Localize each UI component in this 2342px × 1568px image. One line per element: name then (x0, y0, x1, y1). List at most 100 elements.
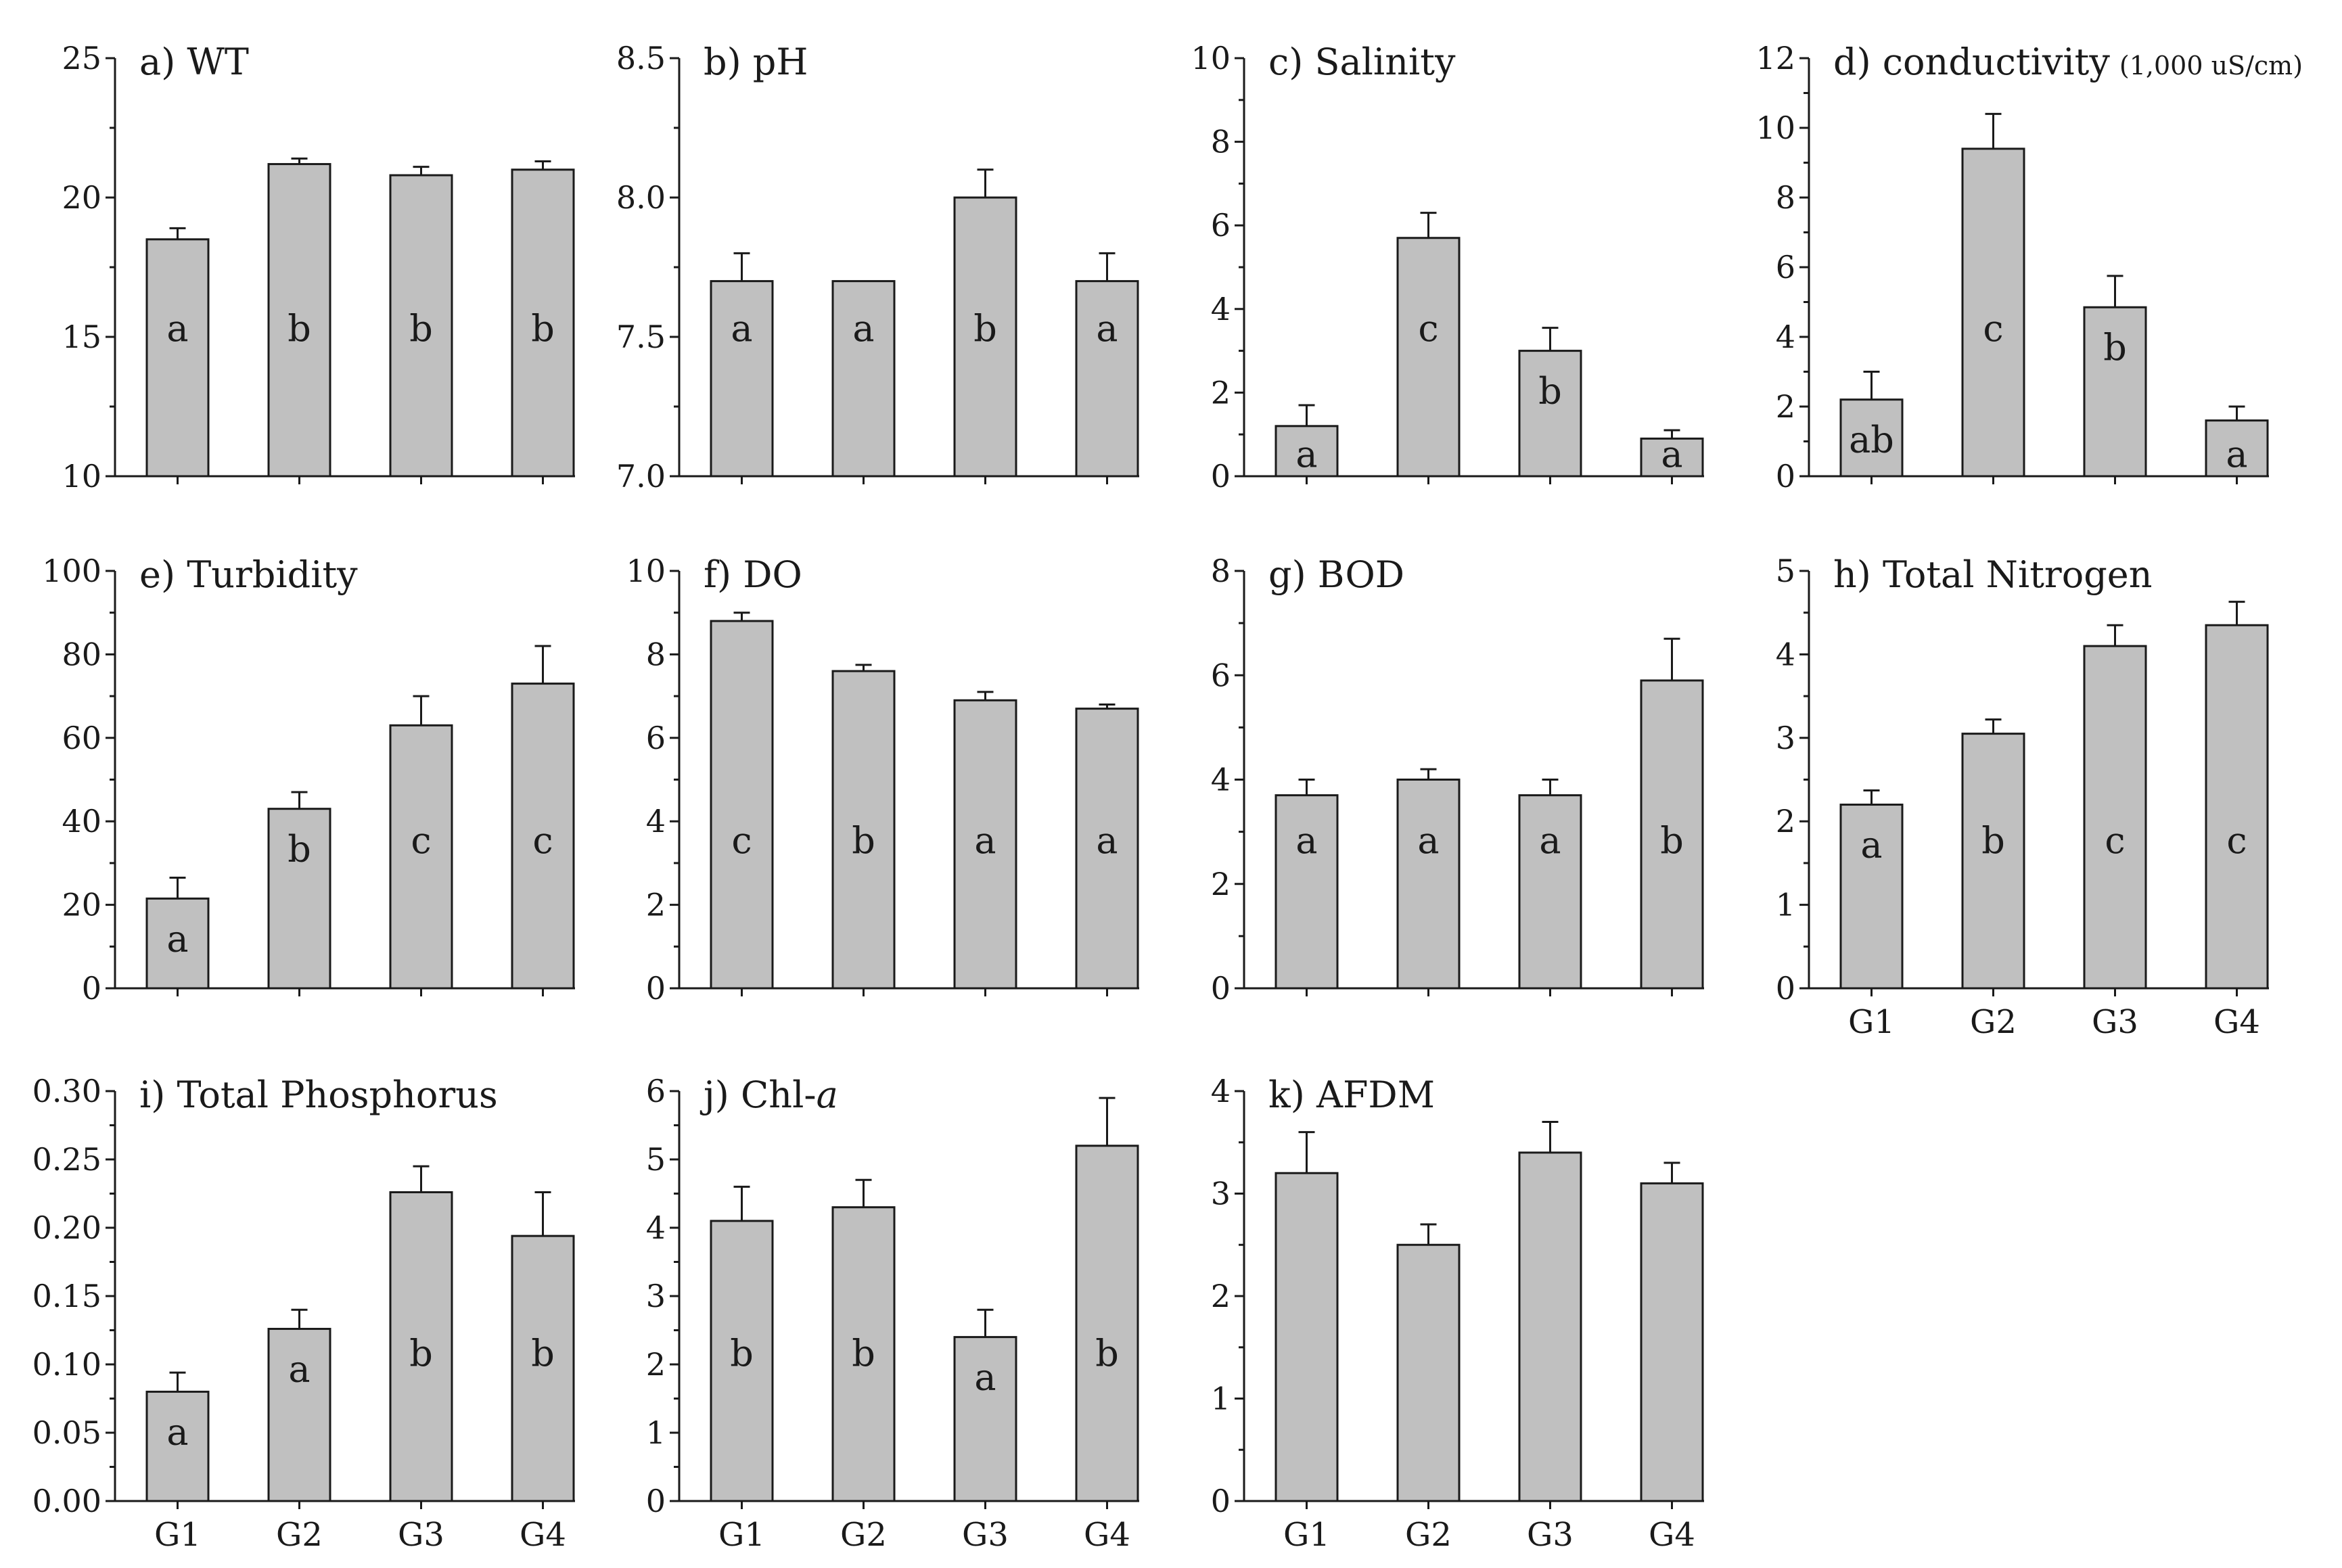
panel-title: d) conductivity (1,000 uS/cm) (1833, 41, 2303, 83)
y-tick-label: 15 (62, 319, 101, 355)
significance-letter: a (166, 1410, 188, 1453)
y-tick-label: 20 (62, 179, 101, 216)
x-tick-label: G1 (1848, 1003, 1895, 1041)
significance-letter: a (1295, 433, 1317, 476)
panel-j: 0 1 2 3 4 5 6 b G1 b G2 a G3 b G4 j) Chl-a (646, 1073, 1139, 1554)
y-tick-label: 60 (62, 720, 101, 756)
panel-title: i) Total Phosphorus (139, 1074, 498, 1116)
panel-title: f) DO (704, 553, 802, 596)
y-tick-label: 3 (1211, 1176, 1231, 1212)
significance-letter: a (1860, 824, 1882, 867)
bar-G2 (1961, 147, 2025, 478)
bar-G3 (389, 1191, 453, 1502)
significance-letter: b (531, 307, 555, 350)
panel-title: e) Turbidity (139, 553, 358, 596)
y-tick-label: 2 (1211, 866, 1231, 902)
bar-G3 (1518, 350, 1582, 478)
y-tick-label: 8.5 (616, 40, 666, 76)
significance-letter: b (852, 1332, 875, 1375)
y-tick-label: 6 (1776, 249, 1795, 285)
x-tick-label: G3 (398, 1516, 444, 1554)
y-tick-label: 8 (1776, 179, 1795, 216)
significance-letter: a (974, 819, 996, 862)
bar-G1 (145, 1390, 210, 1502)
x-tick-label: G2 (1970, 1003, 2017, 1041)
y-tick-label: 2 (646, 1346, 666, 1383)
panel-b: 7.0 7.5 8.0 8.5 a a b a b) pH (616, 40, 1139, 494)
panel-title-text: f) DO (704, 553, 802, 596)
significance-letter: c (532, 819, 553, 862)
y-tick-label: 4 (1776, 319, 1795, 355)
y-tick-label: 10 (1755, 110, 1795, 146)
y-tick-label: 1 (1776, 887, 1795, 923)
bar-G2 (267, 1327, 331, 1502)
y-tick-label: 0 (1776, 458, 1795, 494)
y-tick-label: 4 (646, 803, 666, 839)
bar-G1 (145, 897, 210, 990)
y-tick-label: 0.25 (32, 1141, 101, 1178)
y-tick-label: 8 (1211, 124, 1231, 160)
y-tick-label: 1 (1211, 1381, 1231, 1417)
y-tick-label: 2 (1776, 803, 1795, 839)
significance-letter: a (2226, 433, 2247, 476)
significance-letter: a (1539, 819, 1561, 862)
y-tick-label: 6 (1211, 657, 1231, 693)
y-tick-label: 10 (626, 553, 666, 589)
y-tick-label: 0.10 (32, 1346, 101, 1383)
y-tick-label: 8 (1211, 553, 1231, 589)
bar-G4 (1075, 708, 1139, 990)
y-tick-label: 40 (62, 803, 101, 839)
x-tick-label: G3 (962, 1516, 1009, 1554)
y-tick-label: 10 (62, 458, 101, 494)
significance-letter: a (974, 1356, 996, 1399)
bar-G1 (710, 620, 774, 990)
significance-letter: b (973, 307, 997, 350)
significance-letter: a (731, 307, 752, 350)
y-tick-label: 2 (646, 887, 666, 923)
bar-G4 (1075, 280, 1139, 478)
y-tick-label: 0.20 (32, 1209, 101, 1246)
y-tick-label: 12 (1755, 40, 1795, 76)
bar-G4 (1640, 1182, 1704, 1502)
panel-k: 0 1 2 3 4 G1 G2 G3 G4 k) AFDM (1211, 1073, 1704, 1554)
y-tick-label: 5 (646, 1141, 666, 1178)
significance-letter: c (411, 819, 431, 862)
significance-letter: a (166, 917, 188, 960)
significance-letter: a (288, 1347, 310, 1390)
panel-e: 0 20 40 60 80 100 a b c c e) Turbidity (42, 553, 575, 1007)
panel-g: 0 2 4 6 8 a a a b g) BOD (1211, 553, 1704, 1007)
bar-G1 (145, 238, 210, 478)
bar-G2 (267, 808, 331, 990)
y-tick-label: 6 (646, 720, 666, 756)
panel-title-text: k) AFDM (1268, 1074, 1435, 1116)
x-tick-label: G4 (1649, 1516, 1695, 1554)
x-tick-label: G4 (2213, 1003, 2260, 1041)
significance-letter: b (409, 1332, 433, 1375)
significance-letter: a (166, 307, 188, 350)
y-tick-label: 2 (1211, 374, 1231, 411)
panel-title: k) AFDM (1268, 1074, 1435, 1116)
x-tick-label: G1 (154, 1516, 201, 1554)
panel-title: b) pH (704, 41, 808, 83)
y-tick-label: 4 (1211, 291, 1231, 327)
y-tick-label: 0 (646, 1483, 666, 1519)
significance-letter: c (731, 819, 752, 862)
y-tick-label: 3 (646, 1278, 666, 1314)
bar-G3 (2083, 645, 2147, 990)
panel-title-italic: a (817, 1074, 838, 1116)
x-tick-label: G2 (276, 1516, 323, 1554)
bar-G2 (1396, 1243, 1461, 1502)
panel-title: a) WT (139, 41, 249, 83)
panel-c: 0 2 4 6 8 10 a c b a c) Salinity (1191, 40, 1704, 494)
significance-letter: b (1981, 819, 2005, 862)
significance-letter: a (1295, 819, 1317, 862)
y-tick-label: 80 (62, 636, 101, 672)
y-tick-label: 25 (62, 40, 101, 76)
bar-G1 (1275, 1172, 1339, 1502)
y-tick-label: 2 (1776, 388, 1795, 425)
significance-letter: b (288, 828, 311, 871)
y-tick-label: 10 (1191, 40, 1231, 76)
significance-letter: a (1661, 433, 1682, 476)
panel-title-text: e) Turbidity (139, 553, 358, 596)
